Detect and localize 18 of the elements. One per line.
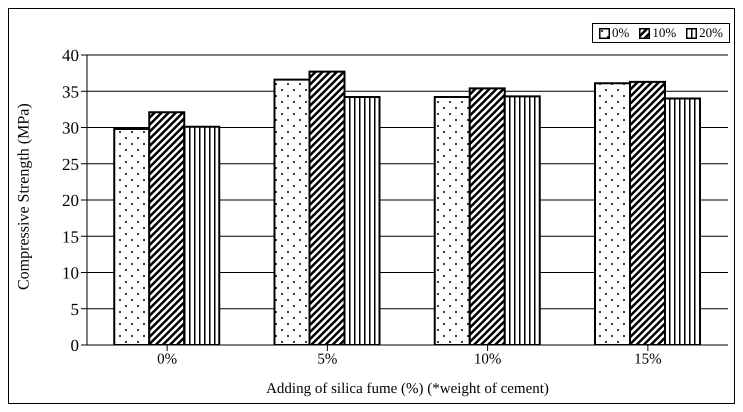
y-tick-label: 20 (62, 191, 79, 210)
y-tick-label: 30 (62, 118, 79, 138)
x-tick-label: 5% (317, 352, 338, 368)
y-tick-label: 25 (62, 154, 79, 174)
x-axis-title: Adding of silica fume (%) (*weight of cement) (266, 381, 549, 397)
x-tick-label: 0% (157, 352, 178, 368)
legend-label: 0% (610, 25, 630, 41)
y-axis-title: Compressive Strength (MPa) (16, 103, 33, 290)
legend-label: 10% (651, 25, 676, 41)
y-tick-label: 10 (62, 264, 79, 283)
x-tick-label: 15% (634, 352, 662, 368)
y-tick-label: 35 (62, 82, 79, 102)
x-tick-label: 10% (474, 352, 502, 368)
y-tick-label: 5 (70, 300, 79, 319)
y-tick-label: 40 (62, 46, 79, 66)
legend-label: 20% (698, 25, 723, 41)
y-tick-label: 15 (62, 227, 79, 246)
y-tick-label: 0 (70, 336, 79, 356)
